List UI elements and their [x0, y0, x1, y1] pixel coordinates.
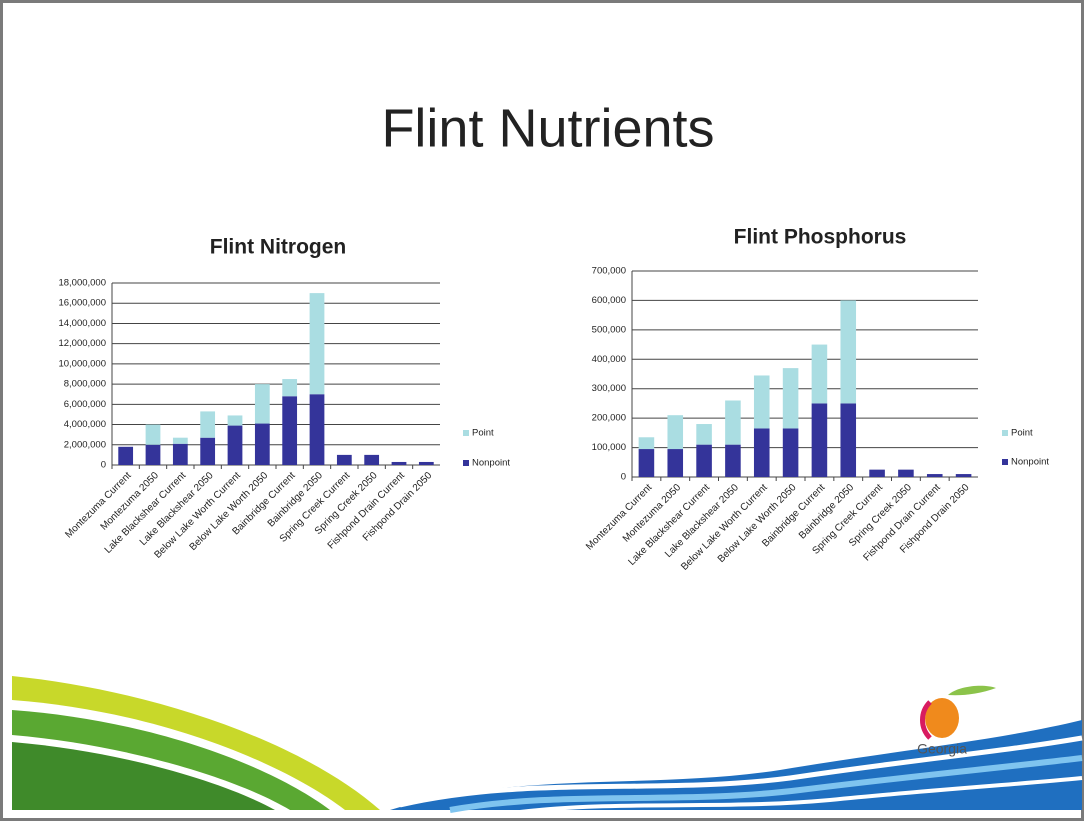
y-tick-label: 14,000,000 — [58, 318, 106, 329]
bar — [146, 445, 161, 465]
bar — [419, 462, 434, 465]
bar — [783, 428, 799, 477]
page: Flint Nutrients Georgia Flint Nitrogen 0 2… — [0, 0, 1084, 821]
y-tick-label: 0 — [101, 460, 106, 471]
legend-swatch — [1002, 459, 1008, 465]
y-tick-label: 18,000,000 — [58, 278, 106, 289]
slide-title: Flint Nutrients — [381, 98, 714, 158]
chart-title: Flint Phosphorus — [734, 226, 907, 249]
bar — [927, 474, 943, 477]
bar — [667, 415, 683, 449]
slide: Flint Nutrients Georgia Flint Nitrogen 0 2… — [0, 0, 1084, 821]
bar — [228, 426, 243, 465]
bar — [337, 455, 352, 465]
y-tick-label: 4,000,000 — [64, 419, 106, 430]
bar — [255, 384, 270, 423]
y-tick-label: 10,000,000 — [58, 358, 106, 369]
logo-text: Georgia — [917, 741, 967, 757]
chart-title: Flint Nitrogen — [210, 236, 346, 259]
bar — [696, 424, 712, 445]
bar — [812, 403, 828, 477]
bar — [364, 455, 379, 465]
bar — [282, 396, 297, 465]
bar — [956, 474, 972, 477]
bar — [754, 428, 770, 477]
bar — [146, 425, 161, 445]
bar — [282, 379, 297, 396]
y-tick-label: 6,000,000 — [64, 399, 106, 410]
bar — [696, 445, 712, 477]
y-tick-label: 200,000 — [592, 413, 626, 424]
y-tick-label: 12,000,000 — [58, 338, 106, 349]
y-tick-label: 16,000,000 — [58, 298, 106, 309]
y-tick-label: 400,000 — [592, 354, 626, 365]
bar — [812, 345, 828, 404]
legend-label: Point — [1011, 428, 1033, 439]
bar — [392, 462, 407, 465]
bar — [173, 438, 188, 444]
bar — [898, 470, 914, 477]
bar — [255, 424, 270, 465]
bar — [173, 444, 188, 465]
bar — [725, 445, 741, 477]
bar — [118, 447, 133, 465]
y-tick-label: 500,000 — [592, 324, 626, 335]
y-tick-label: 600,000 — [592, 295, 626, 306]
bar — [725, 400, 741, 444]
y-tick-label: 100,000 — [592, 442, 626, 453]
legend-swatch — [463, 460, 469, 466]
bar — [840, 300, 856, 403]
y-tick-label: 300,000 — [592, 383, 626, 394]
bar — [228, 415, 243, 425]
legend-swatch — [1002, 430, 1008, 436]
legend-label: Nonpoint — [472, 458, 510, 469]
bar — [840, 403, 856, 477]
bar — [639, 449, 655, 477]
legend-swatch — [463, 430, 469, 436]
bar — [310, 293, 325, 394]
bar — [783, 368, 799, 428]
bar — [200, 438, 215, 465]
y-tick-label: 700,000 — [592, 266, 626, 277]
y-tick-label: 0 — [621, 472, 626, 483]
bar — [869, 470, 885, 477]
bar — [200, 411, 215, 437]
bar — [310, 394, 325, 465]
y-tick-label: 8,000,000 — [64, 379, 106, 390]
y-tick-label: 2,000,000 — [64, 439, 106, 450]
legend-label: Point — [472, 428, 494, 439]
bar — [754, 375, 770, 428]
bar — [667, 449, 683, 477]
bar — [639, 437, 655, 449]
legend-label: Nonpoint — [1011, 457, 1049, 468]
